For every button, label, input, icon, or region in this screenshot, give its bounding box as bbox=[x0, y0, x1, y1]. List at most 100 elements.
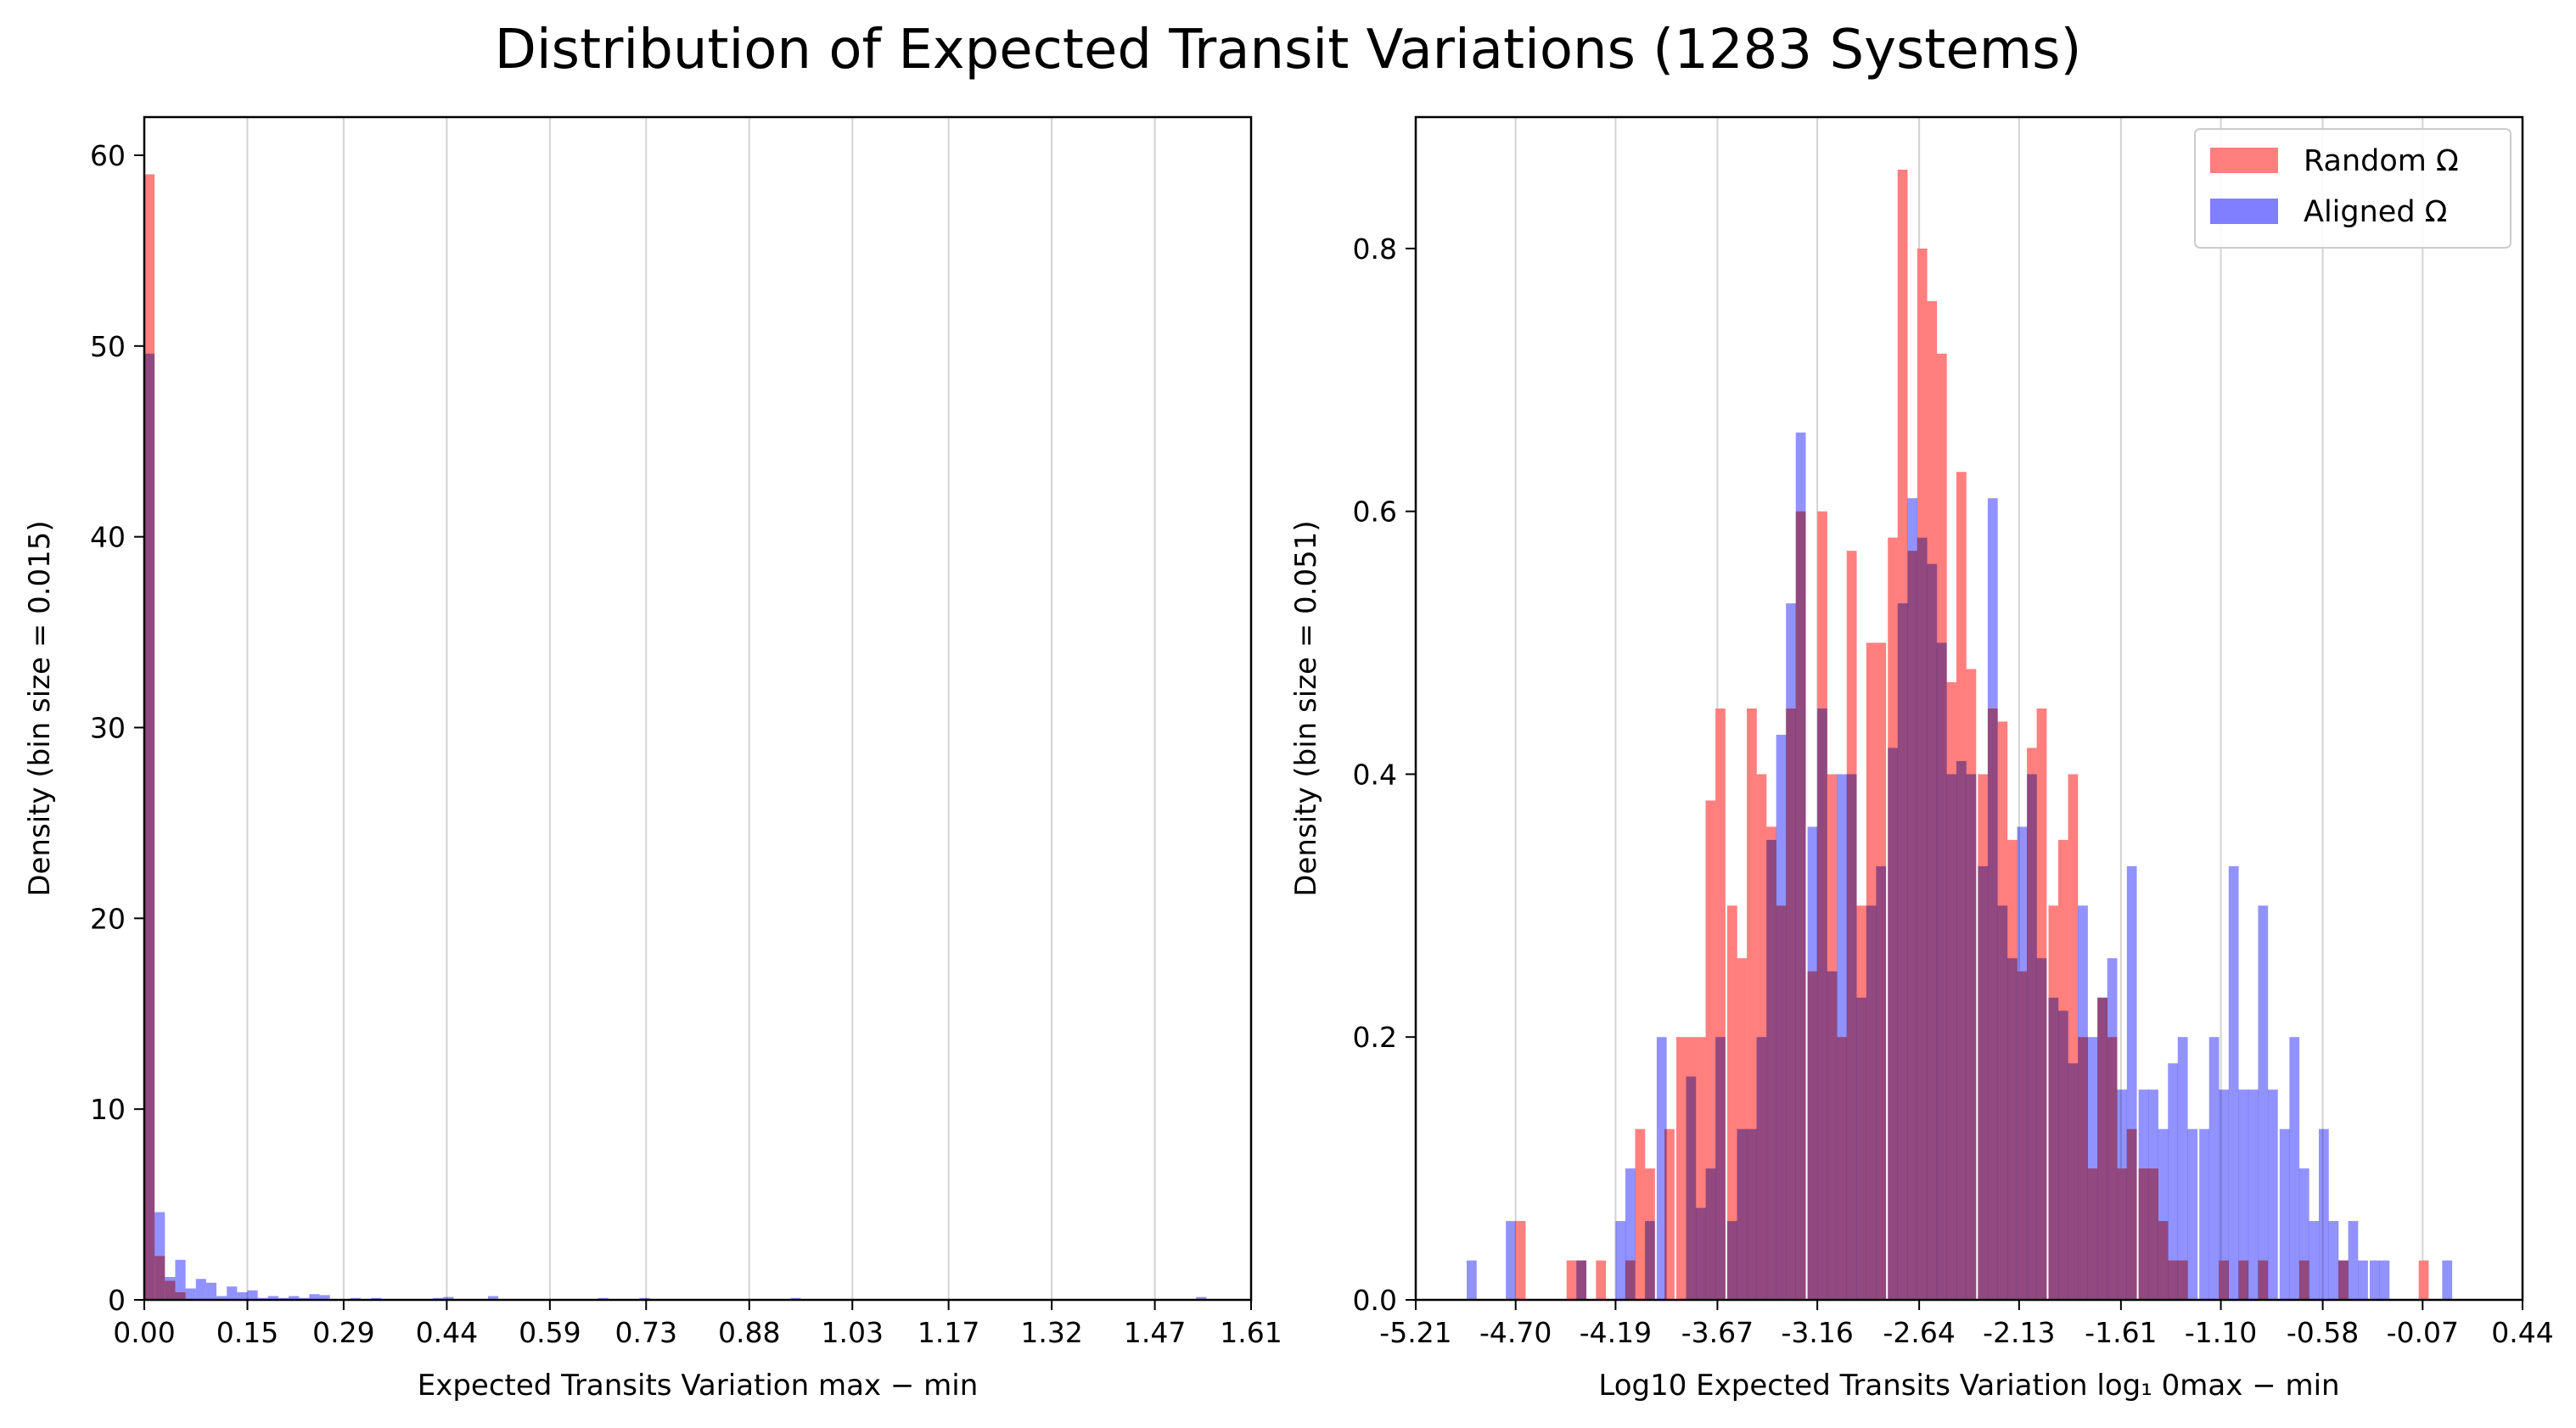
bar-aligned bbox=[1876, 865, 1887, 1300]
plot-frame bbox=[1414, 115, 2524, 1302]
bar-aligned bbox=[195, 1279, 206, 1300]
x-tick-label: 0.88 bbox=[718, 1316, 780, 1349]
y-tick-label: 0.2 bbox=[1353, 1021, 1397, 1054]
bar-aligned bbox=[2177, 1037, 2188, 1300]
bar-aligned bbox=[319, 1295, 330, 1300]
bar-random bbox=[1726, 905, 1737, 1300]
bar-aligned bbox=[1506, 1221, 1516, 1300]
bar-aligned bbox=[2168, 1063, 2179, 1300]
bar-aligned bbox=[2442, 1260, 2453, 1300]
y-tick-label: 20 bbox=[90, 902, 126, 935]
bar-aligned bbox=[2036, 958, 2047, 1300]
bar-random bbox=[1566, 1260, 1577, 1300]
bar-aligned bbox=[205, 1282, 217, 1300]
bar-aligned bbox=[1656, 1037, 1667, 1300]
bar-aligned bbox=[2068, 1063, 2079, 1300]
x-tick-label: 1.03 bbox=[821, 1316, 883, 1349]
bar-aligned bbox=[2148, 1089, 2158, 1300]
bar-random bbox=[1705, 800, 1716, 1300]
x-tick-label: 1.61 bbox=[1220, 1316, 1282, 1349]
bar-aligned bbox=[2238, 1089, 2249, 1300]
bar-aligned bbox=[185, 1288, 196, 1300]
bar-aligned bbox=[2027, 774, 2037, 1300]
bar-aligned bbox=[2228, 865, 2239, 1300]
bar-aligned bbox=[443, 1296, 454, 1300]
bar-aligned bbox=[1907, 498, 1918, 1300]
bar-aligned bbox=[2298, 1168, 2309, 1300]
x-tick-label: 1.32 bbox=[1020, 1316, 1082, 1349]
bar-aligned bbox=[1766, 839, 1776, 1300]
bar-aligned bbox=[2348, 1221, 2359, 1300]
y-tick-label: 30 bbox=[90, 711, 126, 744]
bar-aligned bbox=[1705, 1168, 1716, 1300]
bar-aligned bbox=[1696, 1207, 1706, 1300]
series-aligned bbox=[144, 353, 1207, 1300]
bar-aligned bbox=[267, 1296, 278, 1300]
legend-label-aligned: Aligned Ω bbox=[2304, 195, 2447, 229]
bar-aligned bbox=[2219, 1089, 2230, 1300]
bar-aligned bbox=[2078, 905, 2088, 1300]
y-axis-label: Density (bin size = 0.015) bbox=[23, 520, 57, 896]
bar-aligned bbox=[2248, 1089, 2259, 1300]
y-tick-label: 40 bbox=[90, 521, 126, 554]
bar-aligned bbox=[487, 1296, 499, 1300]
bar-aligned bbox=[216, 1296, 227, 1300]
bar-random bbox=[1715, 708, 1726, 1300]
bar-aligned bbox=[1645, 1221, 1655, 1300]
x-tick-label: -4.70 bbox=[1479, 1316, 1552, 1349]
x-tick-label: -3.16 bbox=[1781, 1316, 1853, 1349]
y-tick-label: 10 bbox=[90, 1093, 126, 1126]
y-tick-label: 0.0 bbox=[1353, 1284, 1397, 1317]
legend-label-random: Random Ω bbox=[2304, 144, 2459, 178]
y-tick-label: 0 bbox=[108, 1284, 126, 1317]
y-tick-label: 0.6 bbox=[1353, 496, 1397, 529]
bar-aligned bbox=[247, 1290, 258, 1300]
x-tick-label: -2.13 bbox=[1983, 1316, 2055, 1349]
bar-aligned bbox=[1715, 1037, 1726, 1300]
x-axis-label: Log10 Expected Transits Variation log₁ 0… bbox=[1598, 1369, 2339, 1403]
x-tick-label: -2.64 bbox=[1883, 1316, 1955, 1349]
bar-aligned bbox=[175, 1259, 186, 1300]
bar-aligned bbox=[144, 353, 155, 1300]
bar-random bbox=[1675, 1037, 1686, 1300]
x-axis-label: Expected Transits Variation max − min bbox=[418, 1369, 979, 1403]
chart-linear-histogram: 0.00 0.15 0.29 0.44 0.59 0.73 0.88 1.03 1.17 1.32… bbox=[23, 115, 1282, 1403]
legend-swatch-random bbox=[2210, 148, 2278, 173]
bar-aligned bbox=[2199, 1128, 2209, 1300]
x-tick-label: -0.07 bbox=[2387, 1316, 2459, 1349]
bar-random bbox=[2068, 774, 2079, 1300]
bar-aligned bbox=[2358, 1260, 2368, 1300]
y-tick-label: 0.8 bbox=[1353, 232, 1397, 266]
bar-aligned bbox=[1946, 774, 1957, 1300]
bar-aligned bbox=[2017, 826, 2028, 1300]
bar-aligned bbox=[1786, 603, 1796, 1300]
bar-aligned bbox=[2379, 1260, 2390, 1300]
bar-aligned bbox=[1807, 826, 1818, 1300]
x-tick-label: 0.44 bbox=[416, 1316, 478, 1349]
x-tick-label: 0.15 bbox=[216, 1316, 278, 1349]
bar-aligned bbox=[1927, 563, 1938, 1300]
bar-aligned bbox=[2279, 1128, 2290, 1300]
bar-random bbox=[1664, 1128, 1675, 1300]
x-tick-label: 0.59 bbox=[519, 1316, 581, 1349]
bar-aligned bbox=[1726, 1221, 1737, 1300]
bar-aligned bbox=[1856, 997, 1867, 1300]
bar-aligned bbox=[1956, 760, 1967, 1300]
x-tick-label: -0.58 bbox=[2287, 1316, 2359, 1349]
bar-random bbox=[1596, 1260, 1607, 1300]
x-tick-label: 0.29 bbox=[312, 1316, 374, 1349]
bar-aligned bbox=[1817, 708, 1827, 1300]
bar-aligned bbox=[289, 1296, 300, 1300]
bar-aligned bbox=[2309, 1221, 2320, 1300]
bar-aligned bbox=[1987, 498, 1998, 1300]
bar-aligned bbox=[1747, 1128, 1757, 1300]
bar-aligned bbox=[2097, 997, 2107, 1300]
y-tick-label: 60 bbox=[90, 139, 126, 172]
x-tick-label: 0.73 bbox=[615, 1316, 677, 1349]
bar-aligned bbox=[1966, 774, 1977, 1300]
bar-aligned bbox=[165, 1277, 176, 1300]
bar-aligned bbox=[2328, 1221, 2339, 1300]
bar-aligned bbox=[2138, 1089, 2149, 1300]
bar-aligned bbox=[2318, 1128, 2329, 1300]
